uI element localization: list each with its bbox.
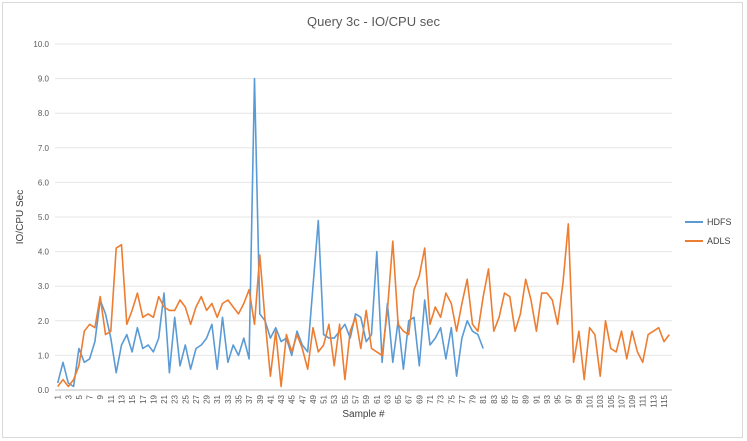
x-tick-label: 73 — [437, 394, 446, 403]
x-tick-label: 83 — [490, 394, 499, 403]
x-tick-label: 23 — [171, 394, 180, 403]
x-tick-label: 41 — [266, 394, 275, 403]
x-tick-label: 87 — [511, 394, 520, 403]
x-tick-label: 89 — [522, 394, 531, 403]
x-tick-label: 21 — [160, 394, 169, 403]
x-tick-label: 31 — [213, 394, 222, 403]
y-tick-label: 2.0 — [38, 317, 50, 326]
x-tick-label: 61 — [373, 394, 382, 403]
x-tick-label: 69 — [415, 394, 424, 403]
x-tick-label: 59 — [362, 394, 371, 403]
x-tick-label: 67 — [405, 394, 414, 403]
x-tick-label: 105 — [607, 394, 616, 408]
x-tick-label: 1 — [54, 394, 63, 399]
y-tick-label: 6.0 — [38, 178, 50, 187]
x-tick-label: 13 — [117, 394, 126, 403]
y-tick-label: 0.0 — [38, 386, 50, 395]
x-tick-label: 57 — [352, 394, 361, 403]
x-tick-label: 91 — [532, 394, 541, 403]
x-tick-label: 101 — [586, 394, 595, 408]
x-tick-label: 5 — [75, 394, 84, 399]
x-tick-label: 99 — [575, 394, 584, 403]
legend-entry-adls: ADLS — [685, 236, 731, 246]
series-lines — [56, 77, 670, 388]
x-tick-label: 71 — [426, 394, 435, 403]
x-tick-label: 17 — [139, 394, 148, 403]
chart-title: Query 3c - IO/CPU sec — [307, 14, 440, 29]
x-tick-label: 107 — [617, 394, 626, 408]
y-tick-label: 8.0 — [38, 109, 50, 118]
x-tick-label: 77 — [458, 394, 467, 403]
x-tick-label: 47 — [298, 394, 307, 403]
y-axis-label: IO/CPU Sec — [15, 190, 26, 244]
legend: HDFS ADLS — [685, 217, 732, 246]
x-tick-label: 109 — [628, 394, 637, 408]
x-tick-label: 45 — [288, 394, 297, 403]
gridlines — [55, 43, 672, 391]
x-tick-label: 65 — [394, 394, 403, 403]
y-tick-labels: 0.0 1.0 2.0 3.0 4.0 5.0 6.0 7.0 8.0 9.0 10.0 — [33, 40, 49, 395]
y-tick-label: 9.0 — [38, 75, 50, 84]
x-tick-label: 55 — [341, 394, 350, 403]
x-tick-label: 79 — [469, 394, 478, 403]
y-tick-label: 5.0 — [38, 213, 50, 222]
x-tick-label: 53 — [330, 394, 339, 403]
x-tick-label: 3 — [64, 394, 73, 399]
x-tick-label: 33 — [224, 394, 233, 403]
x-tick-label: 11 — [107, 394, 116, 403]
x-tick-label: 25 — [181, 394, 190, 403]
legend-label: ADLS — [707, 236, 731, 246]
x-tick-label: 9 — [96, 394, 105, 399]
x-tick-label: 39 — [256, 394, 265, 403]
series-line-hdfs — [56, 77, 484, 388]
x-tick-label: 49 — [309, 394, 318, 403]
x-tick-label: 81 — [479, 394, 488, 403]
y-tick-label: 10.0 — [33, 40, 49, 49]
x-tick-label: 15 — [128, 394, 137, 403]
x-tick-label: 43 — [277, 394, 286, 403]
y-tick-label: 7.0 — [38, 144, 50, 153]
x-tick-label: 113 — [649, 394, 658, 407]
x-tick-label: 37 — [245, 394, 254, 403]
series-line-adls — [57, 223, 670, 388]
y-tick-label: 3.0 — [38, 282, 50, 291]
x-tick-labels: 1 3 5 7 9 11 13 15 17 19 21 23 25 27 29 31 33 35 37 39 41 43 4… — [54, 394, 669, 408]
x-tick-label: 103 — [596, 394, 605, 408]
x-tick-label: 115 — [660, 394, 669, 407]
x-tick-label: 97 — [564, 394, 573, 403]
x-tick-label: 85 — [500, 394, 509, 403]
legend-label: HDFS — [707, 217, 732, 227]
x-tick-label: 93 — [543, 394, 552, 403]
x-tick-label: 111 — [639, 394, 648, 407]
y-tick-label: 1.0 — [38, 351, 50, 360]
x-tick-label: 7 — [86, 394, 95, 399]
x-tick-label: 51 — [320, 394, 329, 403]
x-tick-label: 63 — [383, 394, 392, 403]
x-tick-label: 95 — [554, 394, 563, 403]
legend-entry-hdfs: HDFS — [685, 217, 732, 227]
x-tick-label: 35 — [235, 394, 244, 403]
x-tick-label: 75 — [447, 394, 456, 403]
y-tick-label: 4.0 — [38, 248, 50, 257]
x-axis-label: Sample # — [342, 409, 385, 420]
x-tick-label: 29 — [203, 394, 212, 403]
x-tick-label: 27 — [192, 394, 201, 403]
x-tick-label: 19 — [149, 394, 158, 403]
